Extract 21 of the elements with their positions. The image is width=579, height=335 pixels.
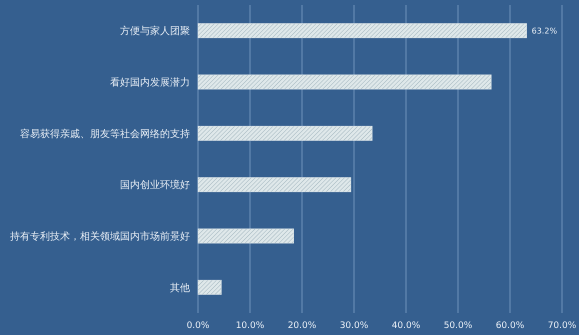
bar: [198, 126, 372, 141]
x-tick-label: 40.0%: [392, 321, 421, 331]
y-tick-label: 持有专利技术，相关领域国内市场前景好: [10, 230, 190, 242]
x-tick-label: 0.0%: [186, 321, 210, 331]
data-label: 63.2%: [532, 26, 558, 36]
bar: [198, 23, 527, 38]
x-tick-label: 20.0%: [288, 321, 317, 331]
x-tick-label: 60.0%: [496, 321, 525, 331]
y-tick-label: 国内创业环境好: [120, 179, 190, 192]
y-tick-label: 其他: [170, 282, 190, 294]
y-tick-label: 看好国内发展潜力: [110, 76, 190, 88]
x-tick-label: 50.0%: [444, 321, 473, 331]
x-tick-label: 30.0%: [340, 321, 369, 331]
bar: [198, 177, 352, 192]
bar: [198, 280, 222, 295]
bar: [198, 74, 492, 90]
y-tick-label: 方便与家人团聚: [120, 25, 190, 38]
x-tick-label: 10.0%: [236, 321, 265, 331]
y-tick-label: 容易获得亲戚、朋友等社会网络的支持: [20, 128, 190, 140]
x-tick-label: 70.0%: [548, 321, 577, 331]
bar: [198, 228, 294, 244]
